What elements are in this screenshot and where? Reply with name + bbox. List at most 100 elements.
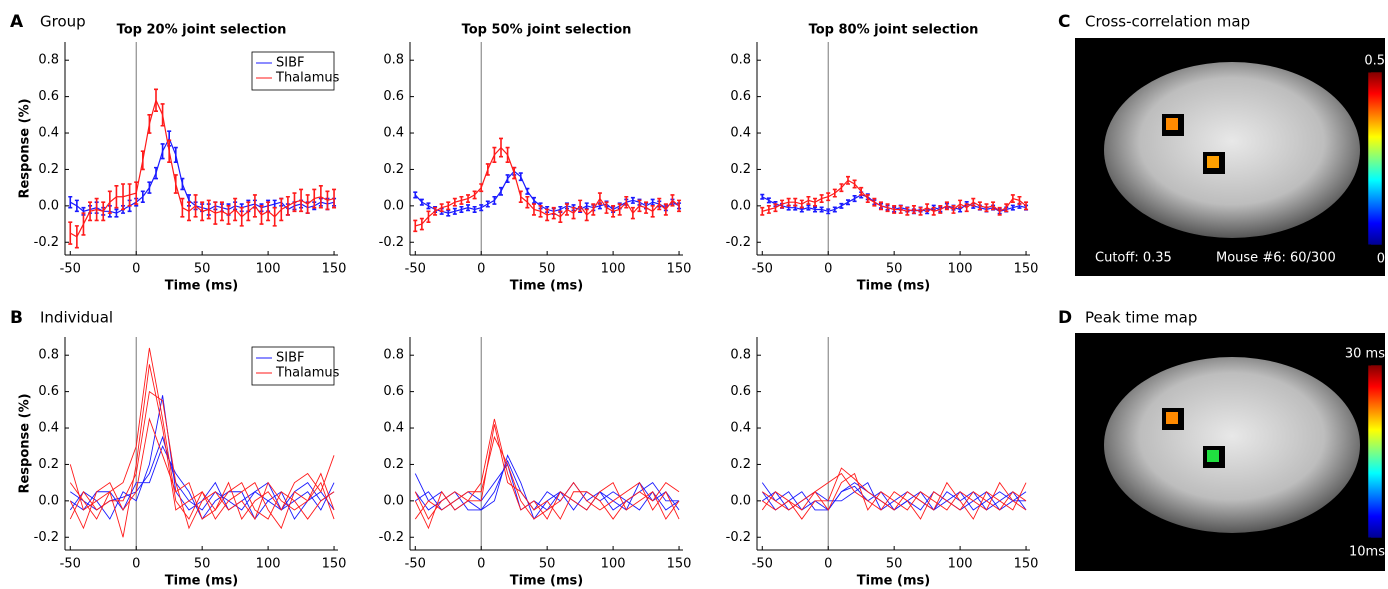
panel-label: Peak time map xyxy=(1085,309,1197,327)
x-tick-label: 50 xyxy=(886,262,903,277)
y-tick-label: 0.4 xyxy=(383,421,404,436)
error-bar xyxy=(839,204,843,208)
x-tick-label: 50 xyxy=(194,262,211,277)
colorbar xyxy=(1368,72,1382,245)
x-tick-label: 0 xyxy=(824,262,832,277)
chart-title: Top 20% joint selection xyxy=(117,23,287,38)
error-bar xyxy=(833,189,837,196)
error-bar xyxy=(631,208,635,219)
y-tick-label: 0.2 xyxy=(383,457,404,472)
trace-line xyxy=(762,468,1026,519)
x-tick-label: 0 xyxy=(132,262,140,277)
error-bar xyxy=(240,208,244,226)
error-bar xyxy=(859,188,863,195)
x-tick-label: 100 xyxy=(948,262,973,277)
x-tick-label: 50 xyxy=(539,557,556,572)
x-axis-label: Time (ms) xyxy=(165,574,238,589)
y-tick-label: 0.4 xyxy=(383,126,404,141)
colorbar-label: 10ms xyxy=(1349,545,1385,560)
annotation: Cutoff: 0.35 xyxy=(1095,251,1172,266)
error-bar xyxy=(108,191,112,213)
x-tick-label: 150 xyxy=(667,557,692,572)
error-bar xyxy=(651,206,655,217)
y-tick-label: 0.0 xyxy=(730,493,751,508)
x-axis-label: Time (ms) xyxy=(165,279,238,294)
trace-line xyxy=(415,419,679,519)
y-tick-label: 0.4 xyxy=(730,421,751,436)
trace-line xyxy=(70,364,334,537)
x-tick-label: 100 xyxy=(601,557,626,572)
error-bar xyxy=(279,199,283,221)
x-tick-label: 150 xyxy=(667,262,692,277)
x-tick-label: 150 xyxy=(1014,262,1039,277)
x-tick-label: -50 xyxy=(405,557,426,572)
y-axis-label: Response (%) xyxy=(18,393,33,493)
x-tick-label: 0 xyxy=(824,557,832,572)
x-tick-label: 0 xyxy=(477,262,485,277)
y-tick-label: 0.0 xyxy=(383,198,404,213)
error-bar xyxy=(971,199,975,206)
y-tick-label: -0.2 xyxy=(726,530,751,545)
panel-letter: A xyxy=(10,12,24,32)
y-tick-label: 0.4 xyxy=(730,126,751,141)
x-tick-label: 50 xyxy=(194,557,211,572)
y-tick-label: -0.2 xyxy=(379,235,404,250)
trace-line xyxy=(415,464,679,510)
panel-label: Cross-correlation map xyxy=(1085,13,1250,31)
x-tick-label: 0 xyxy=(477,557,485,572)
y-tick-label: 0.8 xyxy=(383,53,404,68)
y-tick-label: 0.2 xyxy=(38,162,59,177)
x-tick-label: -50 xyxy=(405,262,426,277)
x-tick-label: -50 xyxy=(60,557,81,572)
panel-letter: B xyxy=(10,308,23,328)
error-bar xyxy=(839,184,843,191)
brain-image xyxy=(1075,38,1385,276)
x-tick-label: 50 xyxy=(539,262,556,277)
legend-label: Thalamus xyxy=(275,366,340,381)
y-tick-label: 0.0 xyxy=(38,198,59,213)
error-bar xyxy=(525,197,529,208)
y-axis-label: Response (%) xyxy=(18,98,33,198)
y-tick-label: 0.6 xyxy=(730,89,751,104)
y-tick-label: 0.6 xyxy=(383,384,404,399)
colorbar-label: 0.5 xyxy=(1364,54,1385,69)
trace-line xyxy=(70,437,334,510)
annotation: Mouse #6: 60/300 xyxy=(1216,251,1336,266)
x-axis-label: Time (ms) xyxy=(857,574,930,589)
error-bar xyxy=(853,180,857,187)
panel-label: Group xyxy=(40,13,86,31)
x-tick-label: -50 xyxy=(752,262,773,277)
error-bar xyxy=(68,222,72,244)
y-tick-label: 0.0 xyxy=(383,493,404,508)
y-tick-label: 0.6 xyxy=(38,89,59,104)
x-axis-label: Time (ms) xyxy=(510,574,583,589)
y-tick-label: 0.8 xyxy=(730,53,751,68)
trace-line xyxy=(415,461,679,510)
y-tick-label: 0.8 xyxy=(730,348,751,363)
error-bar xyxy=(846,177,850,184)
y-tick-label: 0.6 xyxy=(383,89,404,104)
x-axis-label: Time (ms) xyxy=(857,279,930,294)
error-bar xyxy=(426,203,430,208)
error-bar xyxy=(760,195,764,199)
error-bar xyxy=(81,213,85,235)
x-tick-label: -50 xyxy=(60,262,81,277)
trace-line xyxy=(70,419,334,528)
y-tick-label: -0.2 xyxy=(379,530,404,545)
legend-label: SIBF xyxy=(276,56,304,71)
error-bar xyxy=(260,206,264,224)
panel-letter: D xyxy=(1058,308,1072,328)
brain-image xyxy=(1075,333,1385,571)
legend-label: Thalamus xyxy=(275,71,340,86)
error-bar xyxy=(187,202,191,220)
x-tick-label: 100 xyxy=(256,557,281,572)
chart-title: Top 50% joint selection xyxy=(462,23,632,38)
x-tick-label: 100 xyxy=(601,262,626,277)
colorbar-label: 30 ms xyxy=(1345,347,1385,362)
x-tick-label: 150 xyxy=(1014,557,1039,572)
y-tick-label: 0.2 xyxy=(383,162,404,177)
y-tick-label: -0.2 xyxy=(726,235,751,250)
error-bar xyxy=(499,138,503,156)
trace-line xyxy=(415,437,679,519)
figure: A Group B Individual C Cross-correlation… xyxy=(0,0,1388,589)
